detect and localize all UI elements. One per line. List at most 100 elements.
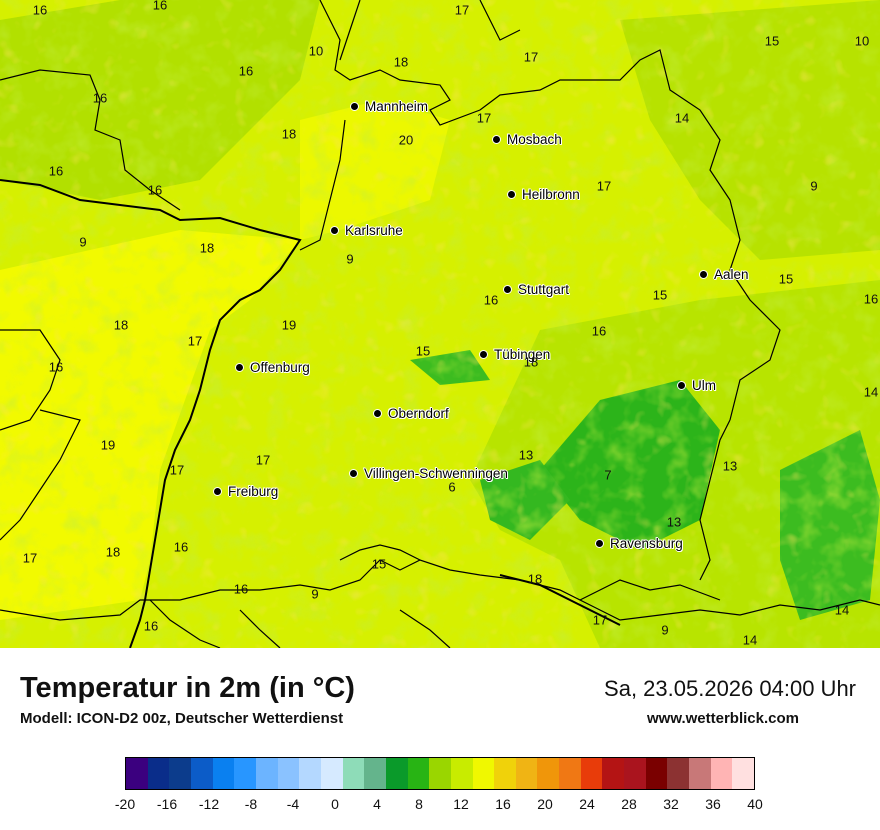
colorbar-tick-label: 16 — [495, 796, 511, 812]
colorbar-segment — [710, 758, 733, 789]
city-dot-icon — [492, 135, 501, 144]
temperature-value: 16 — [147, 182, 163, 198]
colorbar-segment — [407, 758, 430, 789]
temperature-value: 16 — [32, 2, 48, 18]
temperature-value: 13 — [722, 458, 738, 474]
map-title: Temperatur in 2m (in °C) — [20, 672, 355, 704]
temperature-value: 18 — [393, 54, 409, 70]
colorbar-segment — [450, 758, 473, 789]
city-name: Mannheim — [365, 99, 429, 114]
temperature-value: 9 — [311, 586, 319, 602]
colorbar-segment — [277, 758, 300, 789]
city-name: Oberndorf — [388, 406, 449, 421]
colorbar-segment — [645, 758, 668, 789]
city-marker: Tübingen — [479, 347, 550, 362]
temperature-value: 9 — [79, 234, 87, 250]
temperature-value: 18 — [105, 544, 121, 560]
colorbar-segment — [169, 758, 191, 789]
temperature-value: 18 — [113, 317, 129, 333]
temperature-value: 16 — [483, 292, 499, 308]
temperature-value: 17 — [187, 333, 203, 349]
temperature-value: 16 — [48, 359, 64, 375]
temperature-value: 10 — [308, 43, 324, 59]
colorbar-tick-label: -12 — [198, 796, 220, 812]
colorbar-tick-label: 12 — [453, 796, 469, 812]
city-dot-icon — [507, 190, 516, 199]
city-dot-icon — [330, 226, 339, 235]
temperature-value: 18 — [199, 240, 215, 256]
city-dot-icon — [235, 363, 244, 372]
temperature-value: 9 — [346, 251, 354, 267]
colorbar-segment — [472, 758, 495, 789]
temperature-value: 17 — [523, 49, 539, 65]
colorbar-tick-label: 0 — [331, 796, 339, 812]
colorbar-tick-label: 8 — [415, 796, 423, 812]
city-name: Ravensburg — [610, 536, 683, 551]
colorbar-tick-label: 20 — [537, 796, 553, 812]
city-dot-icon — [350, 102, 359, 111]
colorbar-segment — [385, 758, 408, 789]
colorbar-tick-label: -4 — [286, 796, 300, 812]
temperature-value: 10 — [854, 33, 870, 49]
temperature-value: 16 — [152, 0, 168, 13]
temperature-value: 6 — [448, 479, 456, 495]
temperature-value: 17 — [255, 452, 271, 468]
city-marker: Villingen-Schwenningen — [349, 466, 508, 481]
colorbar-segment — [494, 758, 516, 789]
model-info: Modell: ICON-D2 00z, Deutscher Wetterdie… — [20, 710, 344, 727]
city-marker: Oberndorf — [373, 406, 449, 421]
temperature-value: 17 — [596, 178, 612, 194]
city-name: Tübingen — [494, 347, 551, 362]
colorbar-tick-label: -8 — [244, 796, 258, 812]
city-name: Ulm — [692, 378, 716, 393]
colorbar-segment — [602, 758, 625, 789]
website-link[interactable]: www.wetterblick.com — [647, 710, 799, 727]
colorbar-segment — [299, 758, 321, 789]
temperature-value: 7 — [604, 467, 612, 483]
temperature-value: 20 — [398, 132, 414, 148]
city-name: Aalen — [714, 267, 749, 282]
colorbar-tick-label: 40 — [747, 796, 763, 812]
colorbar-segment — [255, 758, 278, 789]
temperature-value: 14 — [742, 632, 758, 648]
colorbar-ticks: -20 -16 -12 -8 -4 0 4 8 12 16 20 24 28 32 36 40 — [115, 790, 763, 820]
map-field — [0, 0, 880, 648]
temperature-value: 15 — [778, 271, 794, 287]
colorbar-segment — [190, 758, 213, 789]
city-marker: Ulm — [677, 378, 716, 393]
colorbar-segment — [342, 758, 365, 789]
colorbar-segment — [364, 758, 386, 789]
colorbar-tick-label: 24 — [579, 796, 595, 812]
temperature-value: 15 — [415, 343, 431, 359]
city-name: Mosbach — [507, 132, 562, 147]
temperature-colorbar — [125, 757, 755, 790]
colorbar-segment — [537, 758, 560, 789]
city-name: Villingen-Schwenningen — [364, 466, 508, 481]
colorbar-tick-label: 36 — [705, 796, 721, 812]
temperature-value: 17 — [169, 462, 185, 478]
city-dot-icon — [373, 409, 382, 418]
temperature-value: 18 — [281, 126, 297, 142]
city-name: Freiburg — [228, 484, 279, 499]
colorbar-segment — [429, 758, 451, 789]
city-marker: Stuttgart — [503, 282, 569, 297]
temperature-value: 16 — [143, 618, 159, 634]
colorbar-segment — [126, 758, 148, 789]
colorbar-tick-label: 4 — [373, 796, 381, 812]
colorbar-segment — [559, 758, 581, 789]
temperature-value: 15 — [371, 556, 387, 572]
temperature-value: 16 — [238, 63, 254, 79]
city-marker: Freiburg — [213, 484, 278, 499]
city-marker: Heilbronn — [507, 187, 580, 202]
temperature-value: 16 — [173, 539, 189, 555]
city-name: Stuttgart — [518, 282, 570, 297]
temperature-value: 16 — [92, 90, 108, 106]
city-dot-icon — [349, 469, 358, 478]
temperature-value: 13 — [666, 514, 682, 530]
colorbar-segment — [732, 758, 755, 789]
colorbar-segment — [624, 758, 646, 789]
temperature-value: 17 — [22, 550, 38, 566]
colorbar-segment — [320, 758, 343, 789]
city-dot-icon — [479, 350, 488, 359]
temperature-value: 9 — [661, 622, 669, 638]
